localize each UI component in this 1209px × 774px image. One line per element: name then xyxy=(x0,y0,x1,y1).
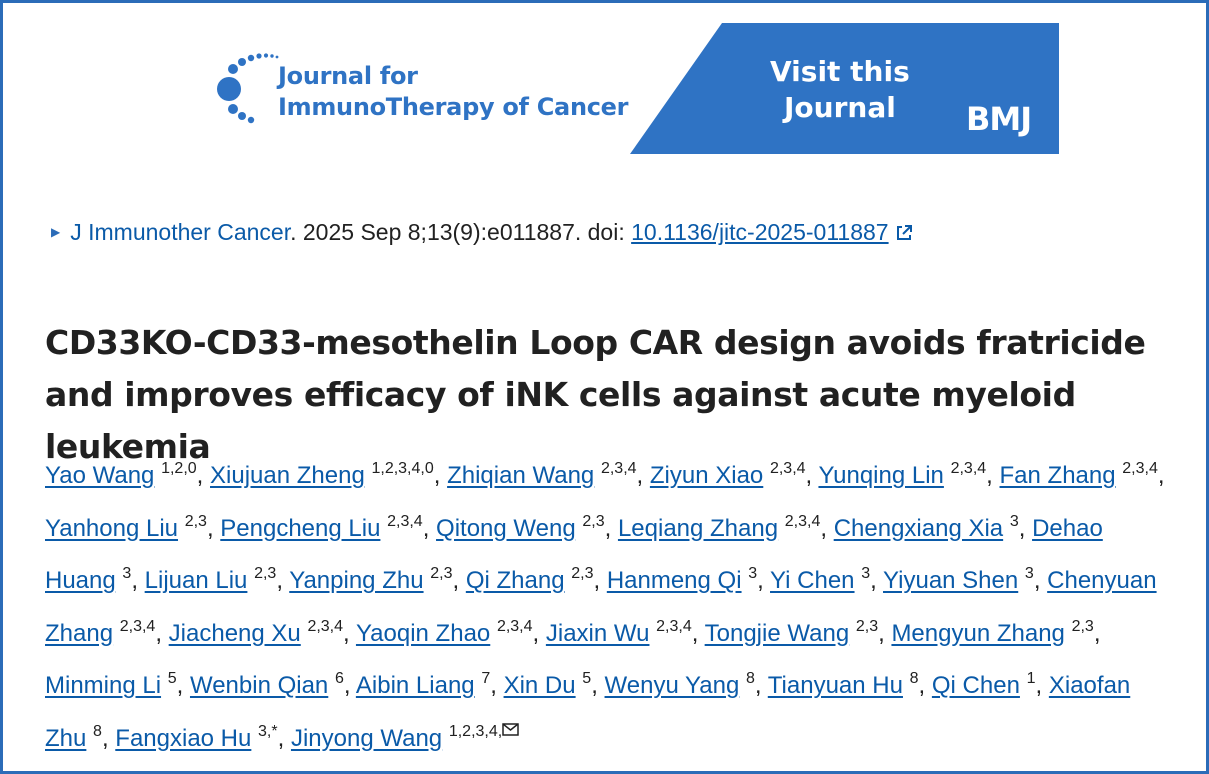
affiliation-superscript: 1,2,3,4, xyxy=(448,722,503,740)
doi-link[interactable]: 10.1136/jitc-2025-011887 xyxy=(631,219,889,245)
author-link[interactable]: Fan Zhang xyxy=(999,462,1116,489)
citation-line: ▶ J Immunother Cancer. 2025 Sep 8;13(9):e… xyxy=(51,219,913,246)
affiliation-superscript: 2,3 xyxy=(571,565,594,582)
author-link[interactable]: Mengyun Zhang xyxy=(891,619,1065,647)
author-link[interactable]: Dehao Huang xyxy=(45,514,1103,595)
visit-line1: Visit this xyxy=(770,55,910,88)
envelope-icon[interactable] xyxy=(502,722,519,736)
author-link[interactable]: Xin Du xyxy=(503,672,576,699)
affiliation-superscript: 1,2,3,4,0 xyxy=(371,460,434,477)
author-link[interactable]: Yiyuan Shen xyxy=(883,567,1019,594)
affiliation-superscript: 2,3,4 xyxy=(387,512,423,530)
affiliation-superscript: 5 xyxy=(167,670,177,687)
author-link[interactable]: Jiacheng Xu xyxy=(168,619,301,647)
affiliation-superscript: 2,3 xyxy=(430,565,453,582)
affiliation-superscript: 2,3,4 xyxy=(769,460,806,477)
author-link[interactable]: Yi Chen xyxy=(770,567,855,594)
affiliation-superscript: 1,2,0 xyxy=(161,460,197,477)
author-link[interactable]: Qitong Weng xyxy=(436,514,576,542)
author-link[interactable]: Wenyu Yang xyxy=(604,672,740,699)
author-link[interactable]: Xiujuan Zheng xyxy=(210,462,365,489)
affiliation-superscript: 2,3 xyxy=(582,512,605,530)
author-link[interactable]: Tianyuan Hu xyxy=(767,672,903,699)
author-link[interactable]: Qi Zhang xyxy=(465,567,565,594)
author-link[interactable]: Yao Wang xyxy=(45,462,155,489)
affiliation-superscript: 2,3,4 xyxy=(119,617,156,635)
affiliation-superscript: 2,3 xyxy=(1071,617,1094,635)
author-link[interactable]: Ziyun Xiao xyxy=(649,462,764,489)
author-link[interactable]: Yanhong Liu xyxy=(45,514,179,542)
affiliation-superscript: 2,3 xyxy=(184,512,207,530)
affiliation-superscript: 3 xyxy=(1024,565,1034,582)
author-link[interactable]: Chenyuan Zhang xyxy=(45,567,1157,647)
author-link[interactable]: Lijuan Liu xyxy=(144,567,248,594)
author-link[interactable]: Tongjie Wang xyxy=(704,619,850,647)
affiliation-superscript: 3 xyxy=(748,565,758,582)
author-link[interactable]: Yanping Zhu xyxy=(289,567,424,594)
jitc-logo-icon xyxy=(217,53,279,124)
affiliation-superscript: 2,3,4 xyxy=(307,617,344,635)
bmj-logo: BMJ xyxy=(966,100,1032,138)
visit-line2: Journal xyxy=(784,91,896,124)
affiliation-superscript: 2,3,4 xyxy=(784,512,821,530)
affiliation-superscript: 8 xyxy=(93,722,102,740)
author-link[interactable]: Chengxiang Xia xyxy=(833,514,1004,542)
affiliation-superscript: 2,3 xyxy=(855,617,879,635)
affiliation-superscript: 3 xyxy=(861,565,871,582)
author-link[interactable]: Xiaofan Zhu xyxy=(45,672,1131,752)
article-title: CD33KO-CD33-mesothelin Loop CAR design a… xyxy=(45,323,1146,466)
author-link[interactable]: Pengcheng Liu xyxy=(220,514,381,542)
affiliation-superscript: 2,3 xyxy=(254,565,277,582)
affiliation-superscript: 3 xyxy=(122,565,132,582)
affiliation-superscript: 2,3,4 xyxy=(1122,460,1158,477)
author-link[interactable]: Wenbin Qian xyxy=(189,672,329,699)
affiliation-superscript: 7 xyxy=(481,670,491,687)
author-link[interactable]: Fangxiao Hu xyxy=(115,724,252,752)
author-link[interactable]: Jinyong Wang xyxy=(290,724,443,752)
affiliation-superscript: 5 xyxy=(582,670,592,687)
affiliation-superscript: 3,* xyxy=(258,722,278,740)
journal-name-line2: ImmunoTherapy of Cancer xyxy=(278,93,629,121)
author-link[interactable]: Aibin Liang xyxy=(355,672,475,699)
author-link[interactable]: Leqiang Zhang xyxy=(617,514,779,542)
author-list: Yao Wang 1,2,0, Xiujuan Zheng 1,2,3,4,0,… xyxy=(45,460,1165,752)
visit-journal-label[interactable]: Visit this Journal xyxy=(770,54,910,126)
journal-banner[interactable]: Journal for ImmunoTherapy of Cancer Visi… xyxy=(205,23,1059,154)
author-link[interactable]: Hanmeng Qi xyxy=(606,567,742,594)
affiliation-superscript: 2,3,4 xyxy=(656,617,692,635)
affiliation-superscript: 3 xyxy=(1009,512,1019,530)
author-link[interactable]: Qi Chen xyxy=(931,672,1020,699)
author-link[interactable]: Zhiqian Wang xyxy=(447,462,595,489)
journal-name: Journal for ImmunoTherapy of Cancer xyxy=(278,61,628,123)
affiliation-superscript: 8 xyxy=(909,670,919,687)
affiliation-superscript: 2,3,4 xyxy=(600,460,637,477)
journal-link[interactable]: J Immunother Cancer xyxy=(70,219,291,245)
external-link-icon[interactable] xyxy=(895,224,913,242)
affiliation-superscript: 6 xyxy=(334,670,344,687)
affiliation-superscript: 2,3,4 xyxy=(496,617,533,635)
author-link[interactable]: Yunqing Lin xyxy=(818,462,944,489)
author-link[interactable]: Minming Li xyxy=(45,672,162,699)
citation-details: . 2025 Sep 8;13(9):e011887. doi: xyxy=(290,219,632,245)
author-link[interactable]: Jiaxin Wu xyxy=(545,619,650,647)
journal-name-line1: Journal for xyxy=(278,62,418,90)
affiliation-superscript: 8 xyxy=(745,670,755,687)
affiliation-superscript: 1 xyxy=(1026,670,1036,687)
triangle-right-icon[interactable]: ▶ xyxy=(51,225,61,239)
affiliation-superscript: 2,3,4 xyxy=(950,460,987,477)
author-link[interactable]: Yaoqin Zhao xyxy=(355,619,491,647)
